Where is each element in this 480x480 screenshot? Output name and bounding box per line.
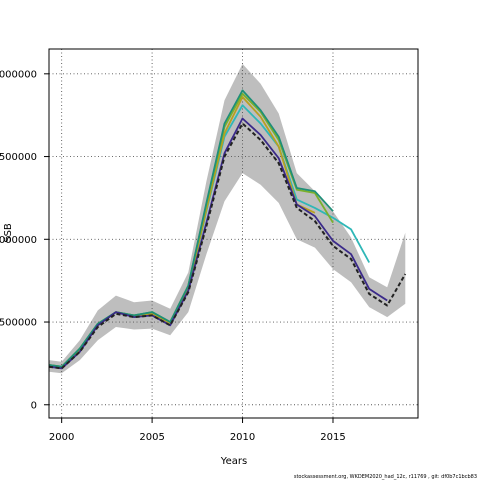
- x-tick-label: 2015: [320, 432, 345, 443]
- y-axis-title: SSB: [3, 223, 14, 243]
- x-tick-label: 2010: [230, 432, 255, 443]
- x-tick-label: 2005: [139, 432, 164, 443]
- series-line-4: [48, 89, 334, 368]
- x-axis-title: Years: [220, 456, 247, 467]
- plot-frame: [48, 48, 419, 419]
- y-tick-label: 2000000: [0, 69, 37, 80]
- y-tick-label: 1000000: [0, 235, 37, 246]
- x-tick-label: 2000: [49, 432, 74, 443]
- series-layer: [48, 89, 407, 370]
- series-line-6: [48, 122, 407, 370]
- axis-layer: 2000 2005 2010 2015 0 500000 1000000 1500000 200…: [0, 69, 346, 443]
- y-tick-label: 1500000: [0, 152, 37, 163]
- confidence-band: [49, 63, 406, 374]
- confidence-band-layer: [49, 63, 406, 374]
- y-tick-label: 500000: [0, 318, 37, 329]
- y-tick-label: 0: [31, 400, 37, 411]
- footer-credit: stockassessment.org, WKDEM2020_had_12c, …: [294, 474, 477, 480]
